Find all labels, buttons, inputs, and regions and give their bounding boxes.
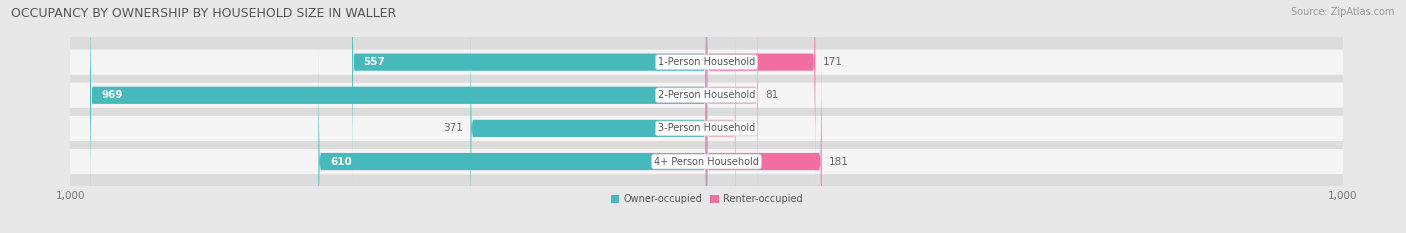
Text: 181: 181 [830,157,849,167]
FancyBboxPatch shape [707,0,758,219]
FancyBboxPatch shape [707,38,821,233]
Text: 371: 371 [443,123,463,134]
FancyBboxPatch shape [65,0,1348,233]
FancyBboxPatch shape [65,0,1348,233]
FancyBboxPatch shape [59,0,1354,233]
FancyBboxPatch shape [707,4,735,233]
Text: 46: 46 [744,123,756,134]
Text: 969: 969 [101,90,122,100]
Text: 1-Person Household: 1-Person Household [658,57,755,67]
FancyBboxPatch shape [59,0,1354,233]
Text: Source: ZipAtlas.com: Source: ZipAtlas.com [1291,7,1395,17]
FancyBboxPatch shape [707,0,815,186]
FancyBboxPatch shape [65,0,1348,233]
FancyBboxPatch shape [59,0,1354,233]
FancyBboxPatch shape [352,0,707,186]
Text: 81: 81 [766,90,779,100]
FancyBboxPatch shape [65,0,1348,233]
Text: 557: 557 [364,57,385,67]
Text: OCCUPANCY BY OWNERSHIP BY HOUSEHOLD SIZE IN WALLER: OCCUPANCY BY OWNERSHIP BY HOUSEHOLD SIZE… [11,7,396,20]
Text: 4+ Person Household: 4+ Person Household [654,157,759,167]
Text: 610: 610 [330,157,352,167]
FancyBboxPatch shape [471,4,707,233]
Text: 171: 171 [823,57,842,67]
FancyBboxPatch shape [59,0,1354,233]
Text: 2-Person Household: 2-Person Household [658,90,755,100]
Legend: Owner-occupied, Renter-occupied: Owner-occupied, Renter-occupied [607,191,806,208]
Text: 3-Person Household: 3-Person Household [658,123,755,134]
FancyBboxPatch shape [90,0,707,219]
FancyBboxPatch shape [318,38,707,233]
